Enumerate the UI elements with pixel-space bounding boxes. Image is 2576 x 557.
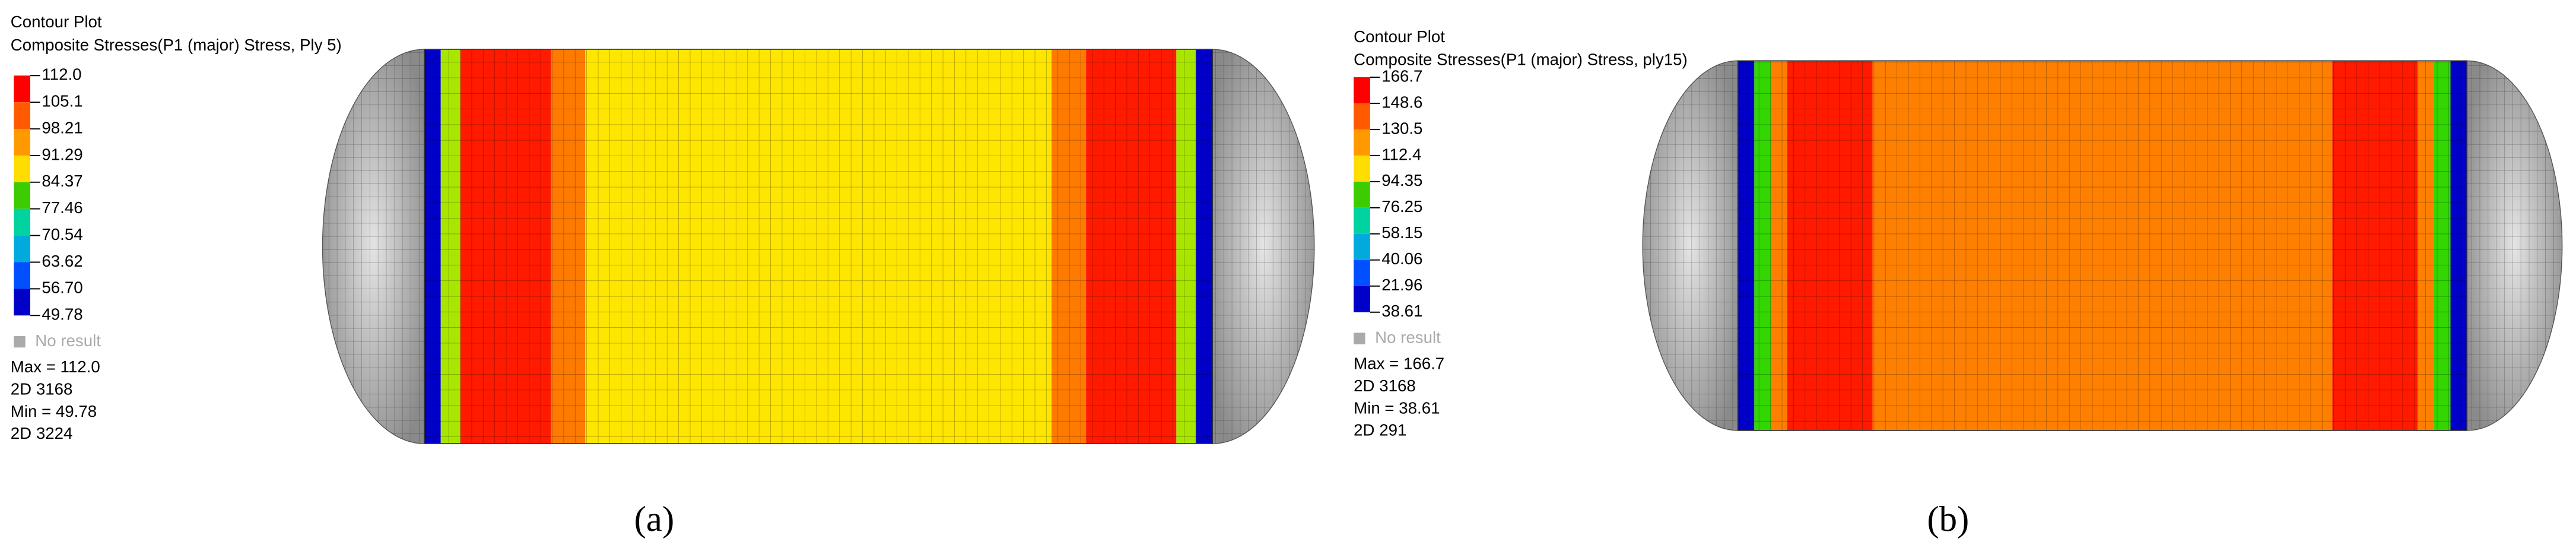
- stat-max: Max = 166.7: [1354, 355, 1444, 373]
- legend-swatch: [14, 182, 31, 209]
- legend-swatch: [1354, 286, 1370, 312]
- stat-min-elem: 2D 3224: [11, 424, 73, 442]
- plot-subtitle: Composite Stresses(P1 (major) Stress, Pl…: [11, 36, 342, 54]
- legend-label: 49.78: [42, 305, 82, 324]
- stat-min: Min = 38.61: [1354, 398, 1440, 417]
- legend-label: 112.0: [42, 65, 81, 84]
- legend-swatch: [1354, 233, 1370, 260]
- legend-label: 38.61: [1381, 302, 1422, 320]
- no-result: No result: [35, 331, 101, 350]
- legend-label: 70.54: [42, 225, 82, 243]
- legend-swatch: [14, 208, 31, 236]
- legend-swatch: [1354, 77, 1370, 104]
- caption: (b): [1927, 499, 1969, 539]
- legend-swatch: [14, 75, 31, 103]
- no-result-swatch: [14, 336, 26, 348]
- legend-label: 56.70: [42, 278, 82, 297]
- pressure-vessel: [322, 49, 1315, 444]
- no-result: No result: [1375, 328, 1441, 346]
- legend-swatch: [1354, 129, 1370, 156]
- dome-mesh: [1212, 49, 1314, 444]
- legend-swatch: [14, 102, 31, 129]
- legend-label: 63.62: [42, 252, 82, 270]
- legend-label: 130.5: [1381, 119, 1422, 137]
- legend-label: 166.7: [1381, 67, 1422, 85]
- legend-swatch: [14, 155, 31, 182]
- legend-swatch: [1354, 155, 1370, 182]
- legend-label: 21.96: [1381, 276, 1422, 294]
- legend-label: 91.29: [42, 145, 82, 163]
- legend-swatch: [1354, 181, 1370, 208]
- legend-swatch: [1354, 259, 1370, 286]
- legend-swatch: [14, 129, 31, 156]
- stat-min-elem: 2D 291: [1354, 421, 1406, 439]
- legend-label: 148.6: [1381, 93, 1422, 111]
- legend-swatch: [1354, 207, 1370, 234]
- legend-label: 84.37: [42, 172, 82, 190]
- legend-label: 112.4: [1381, 145, 1421, 163]
- plot-title: Contour Plot: [1354, 27, 1445, 46]
- plot-title: Contour Plot: [11, 12, 102, 31]
- plot-subtitle: Composite Stresses(P1 (major) Stress, pl…: [1354, 50, 1688, 69]
- stat-max: Max = 112.0: [11, 357, 100, 376]
- stat-max-elem: 2D 3168: [1354, 376, 1416, 395]
- legend-label: 105.1: [42, 91, 82, 110]
- legend-label: 58.15: [1381, 223, 1422, 242]
- stat-min: Min = 49.78: [11, 402, 97, 420]
- dome-mesh: [2467, 61, 2562, 431]
- legend-swatch: [14, 235, 31, 262]
- pressure-vessel: [1642, 60, 2563, 431]
- legend-label: 40.06: [1381, 249, 1422, 268]
- legend-swatch: [14, 262, 31, 289]
- stat-max-elem: 2D 3168: [11, 379, 73, 398]
- legend-label: 98.21: [42, 118, 82, 137]
- caption: (a): [634, 499, 675, 539]
- no-result-swatch: [1354, 333, 1365, 344]
- legend-label: 94.35: [1381, 171, 1422, 189]
- legend-swatch: [1354, 103, 1370, 129]
- dome-mesh: [1643, 61, 1738, 431]
- legend-label: 76.25: [1381, 197, 1422, 216]
- cylinder-mesh: [1737, 60, 2468, 431]
- legend-label: 77.46: [42, 198, 82, 217]
- cylinder-mesh: [424, 49, 1214, 444]
- dome-mesh: [322, 49, 425, 444]
- legend-swatch: [14, 289, 31, 316]
